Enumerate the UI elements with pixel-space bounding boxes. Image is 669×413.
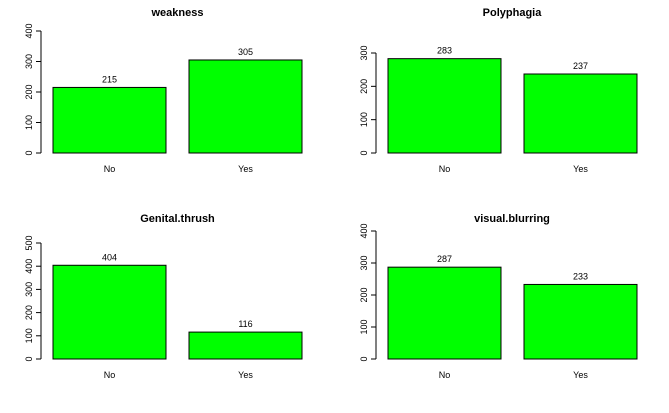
category-label-genital-thrush-no: No [104, 370, 116, 380]
chart-title-genital-thrush: Genital.thrush [140, 213, 215, 225]
panel-polyphagia: Polyphagia 0 100 200 300 283 No 237 Yes [359, 7, 638, 174]
value-label-polyphagia-no: 283 [437, 46, 452, 56]
y-tick-label-visual-blurring-300: 300 [359, 255, 369, 270]
bar-weakness-yes [188, 59, 303, 154]
panel-genital-thrush: Genital.thrush 0 100 200 300 400 500 404 No 116 Ye… [24, 213, 303, 380]
bar-polyphagia-yes [523, 73, 638, 154]
y-tick-label-weakness-200: 200 [24, 84, 34, 99]
value-label-polyphagia-yes: 237 [573, 61, 588, 71]
y-tick-label-genital-thrush-100: 100 [24, 328, 34, 343]
value-label-weakness-no: 215 [102, 74, 117, 84]
category-label-visual-blurring-yes: Yes [573, 370, 588, 380]
value-label-genital-thrush-yes: 116 [238, 319, 252, 329]
bar-weakness-no [52, 86, 167, 154]
y-tick-label-visual-blurring-0: 0 [359, 356, 369, 361]
y-tick-label-weakness-100: 100 [24, 115, 34, 130]
y-tick-label-visual-blurring-400: 400 [359, 223, 369, 238]
category-label-polyphagia-yes: Yes [573, 164, 588, 174]
y-tick-label-visual-blurring-200: 200 [359, 287, 369, 302]
chart-title-polyphagia: Polyphagia [483, 7, 543, 19]
y-tick-label-polyphagia-100: 100 [359, 112, 369, 127]
y-tick-label-weakness-0: 0 [24, 150, 34, 155]
category-label-visual-blurring-no: No [439, 370, 451, 380]
chart-title-visual-blurring: visual.blurring [474, 213, 550, 225]
bar-polyphagia-no [387, 58, 502, 154]
value-label-weakness-yes: 305 [238, 47, 253, 57]
value-label-visual-blurring-no: 287 [437, 254, 452, 264]
category-label-genital-thrush-yes: Yes [238, 370, 253, 380]
y-tick-label-genital-thrush-0: 0 [24, 356, 34, 361]
panel-visual-blurring: visual.blurring 0 100 200 300 400 287 No 233 Yes [359, 213, 638, 380]
category-label-polyphagia-no: No [439, 164, 451, 174]
y-tick-label-weakness-300: 300 [24, 54, 34, 69]
bar-visual-blurring-yes [523, 283, 638, 360]
value-label-visual-blurring-yes: 233 [573, 271, 588, 281]
value-label-genital-thrush-no: 404 [102, 252, 117, 262]
chart-title-weakness: weakness [151, 7, 204, 19]
y-tick-label-genital-thrush-300: 300 [24, 282, 34, 297]
category-label-weakness-no: No [104, 164, 116, 174]
y-tick-label-polyphagia-0: 0 [359, 150, 369, 155]
y-tick-label-polyphagia-300: 300 [359, 45, 369, 60]
y-tick-label-visual-blurring-100: 100 [359, 319, 369, 334]
y-tick-label-genital-thrush-200: 200 [24, 305, 34, 320]
category-label-weakness-yes: Yes [238, 164, 253, 174]
y-tick-label-weakness-400: 400 [24, 23, 34, 38]
y-tick-label-polyphagia-200: 200 [359, 79, 369, 94]
y-tick-label-genital-thrush-400: 400 [24, 259, 34, 274]
panel-weakness: weakness 0 100 200 300 400 215 No 305 Yes [24, 7, 303, 174]
bar-genital-thrush-yes [188, 331, 303, 360]
bar-visual-blurring-no [387, 266, 502, 360]
y-tick-label-genital-thrush-500: 500 [24, 235, 34, 250]
bar-genital-thrush-no [52, 264, 167, 360]
